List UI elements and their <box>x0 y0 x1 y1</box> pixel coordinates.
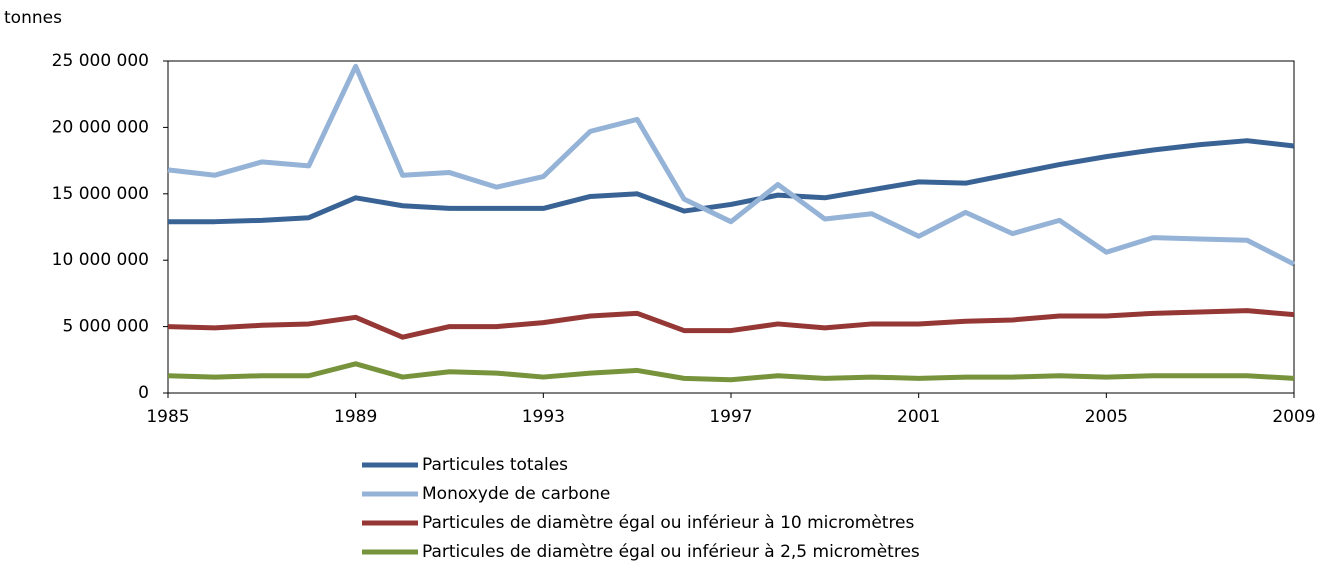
series-line <box>167 63 1296 267</box>
legend-label: Particules totales <box>422 455 568 475</box>
series-line <box>168 138 1295 225</box>
x-tick-label: 2009 <box>1272 407 1315 427</box>
x-tick-label: 1989 <box>334 407 377 427</box>
y-tick-label: 25 000 000 <box>52 51 149 71</box>
legend-label: Particules de diamètre égal ou inférieur… <box>422 542 920 562</box>
x-tick-label: 1997 <box>709 407 752 427</box>
y-axis-label: tonnes <box>4 8 62 28</box>
legend-label: Particules de diamètre égal ou inférieur… <box>422 513 915 533</box>
y-tick-label: 15 000 000 <box>52 184 149 204</box>
x-tick-label: 2001 <box>897 407 940 427</box>
x-tick-label: 1993 <box>522 407 565 427</box>
legend-label: Monoxyde de carbone <box>422 484 610 504</box>
y-tick-label: 20 000 000 <box>52 117 149 137</box>
x-tick-label: 1985 <box>146 407 189 427</box>
y-tick-label: 10 000 000 <box>52 250 149 270</box>
x-tick-label: 2005 <box>1085 407 1128 427</box>
y-tick-label: 0 <box>138 383 149 403</box>
series-line <box>167 308 1295 340</box>
series-line <box>167 361 1295 383</box>
y-tick-label: 5 000 000 <box>62 317 149 337</box>
